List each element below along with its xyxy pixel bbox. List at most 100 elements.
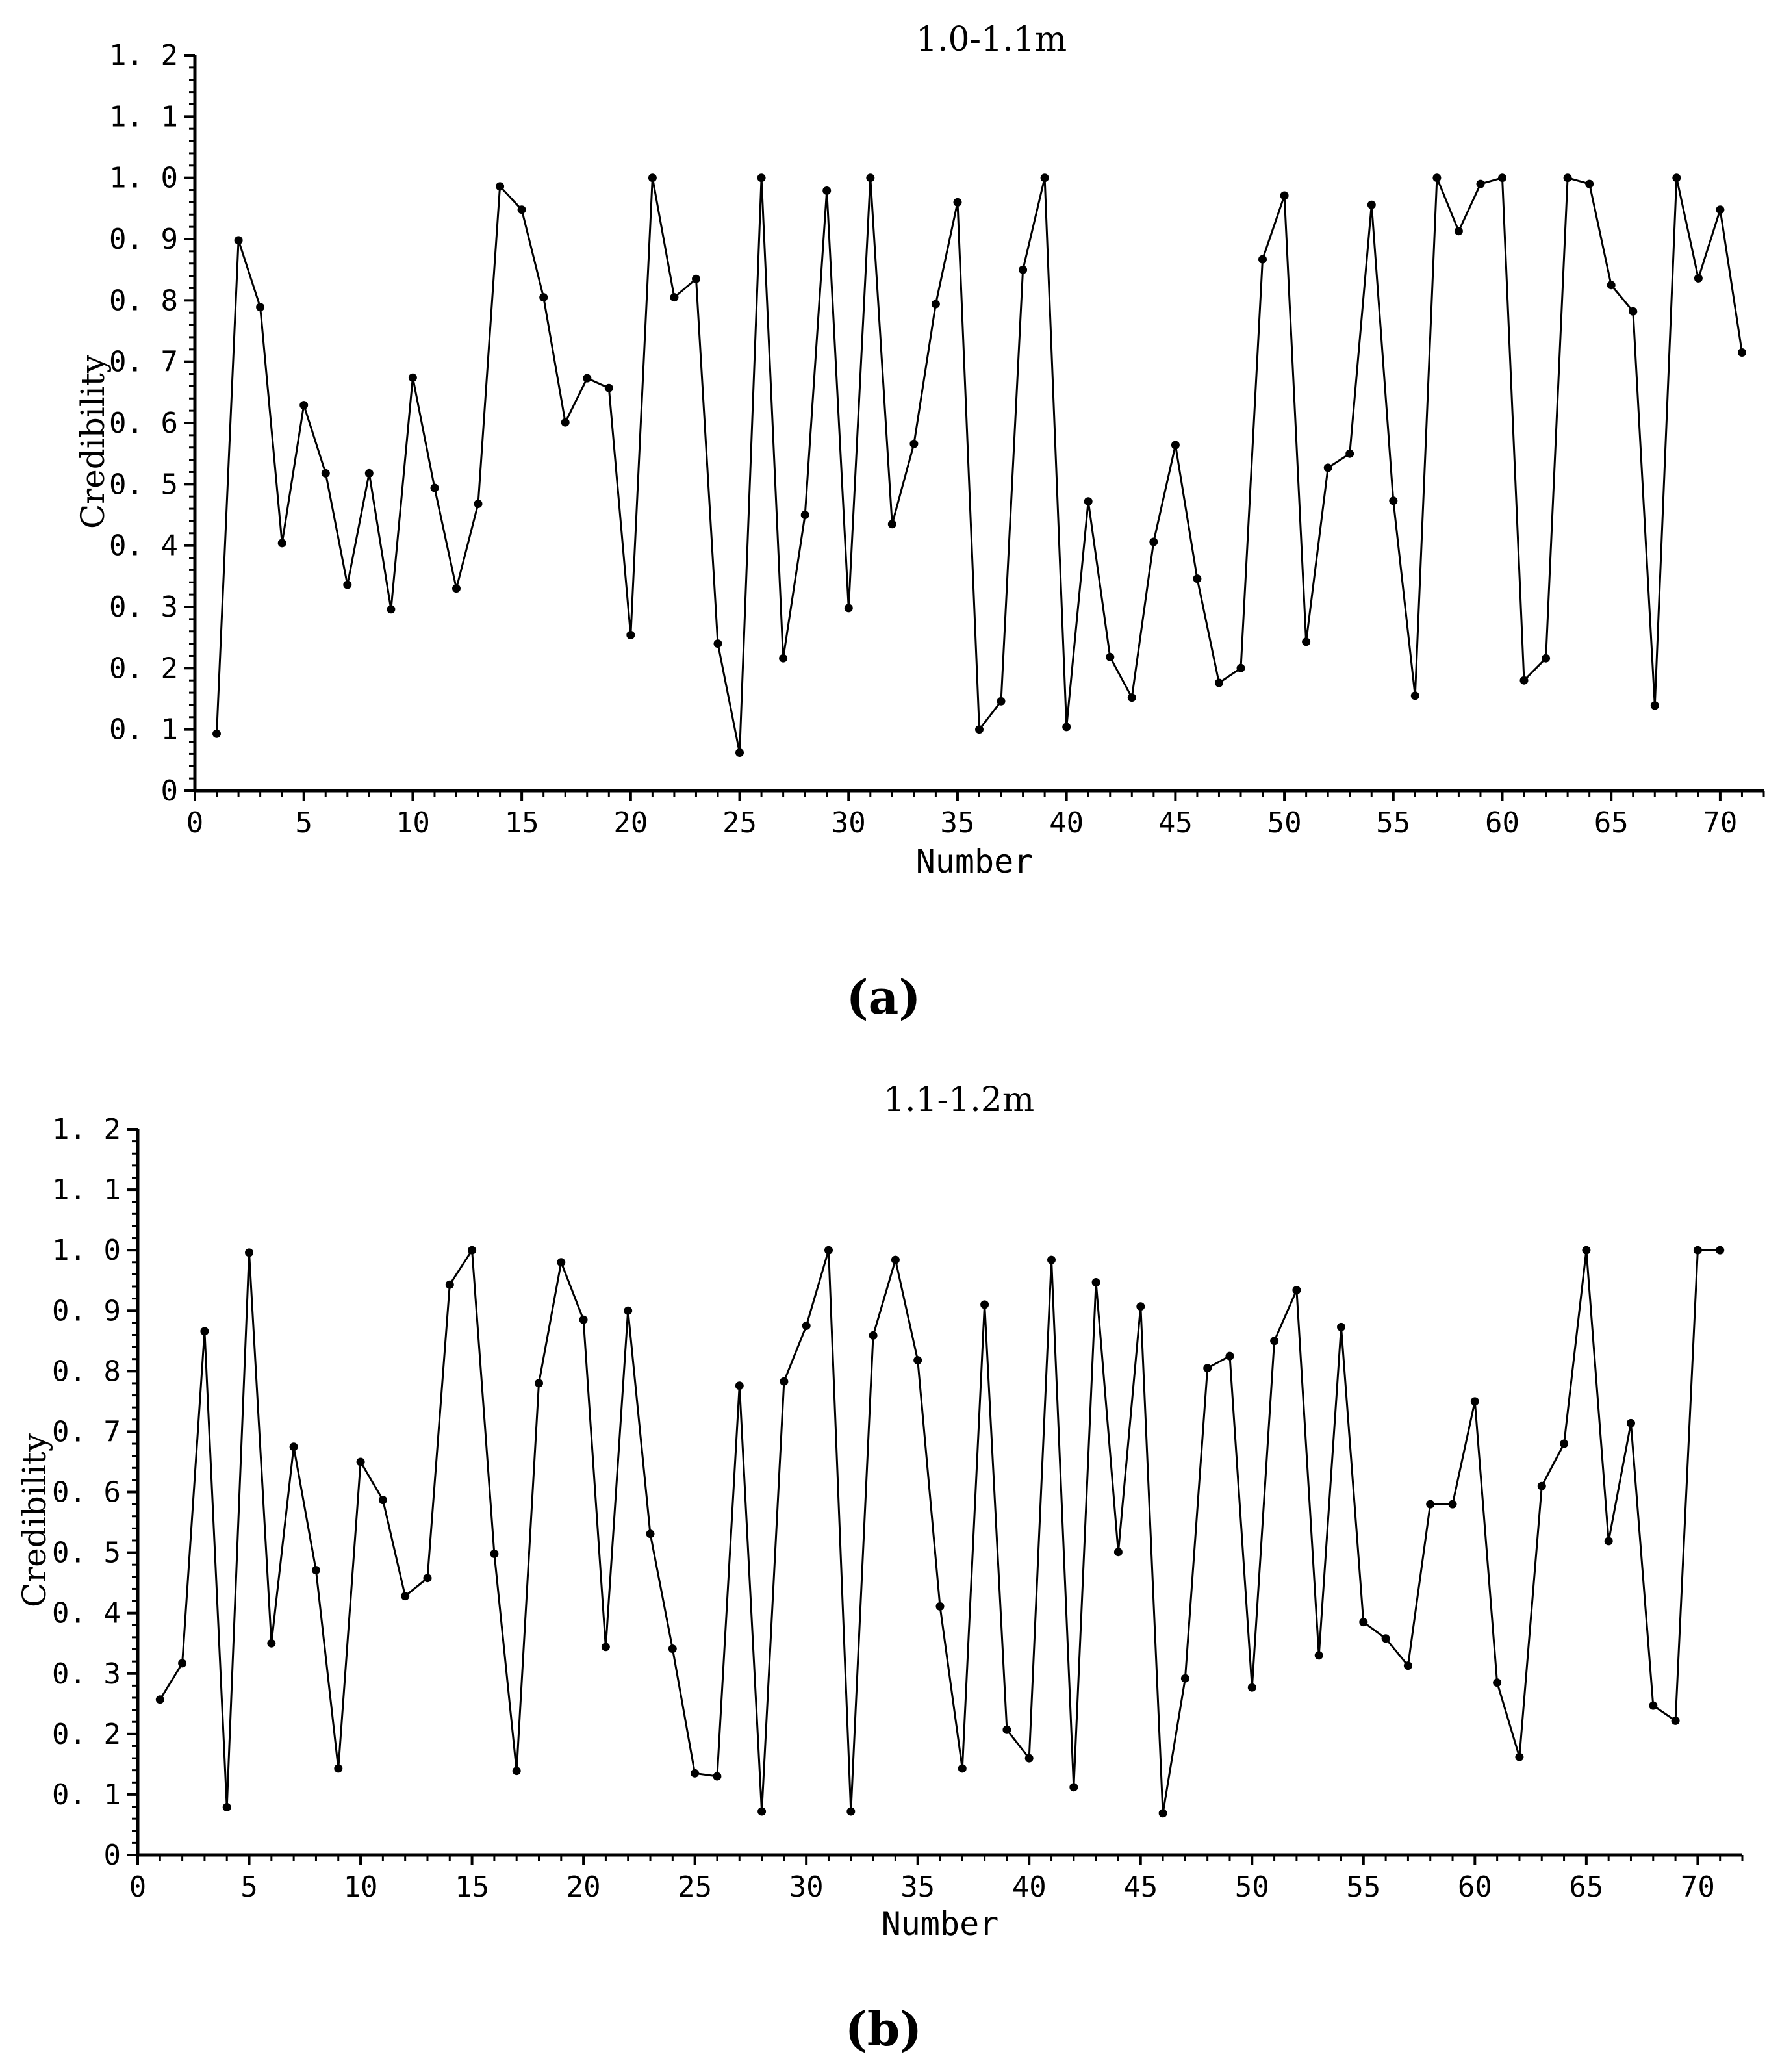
data-point [648,173,657,183]
y-tick-label: 0. 4 [52,1597,121,1630]
data-point [1560,1439,1569,1448]
data-point [517,205,526,214]
data-point [200,1327,209,1336]
y-tick-label: 0. 8 [52,1355,121,1388]
data-point [1127,693,1136,702]
data-point [913,1356,922,1365]
data-point [1410,691,1419,700]
x-tick-label: 40 [1049,806,1084,839]
data-point [887,520,896,529]
data-point [1258,255,1267,264]
data-point [909,439,919,448]
x-tick-label: 15 [505,806,539,839]
data-point [155,1695,164,1704]
data-point [1337,1322,1345,1331]
data-point [1693,1246,1702,1255]
x-tick-label: 70 [1703,806,1737,839]
data-point [1454,227,1463,236]
data-point [780,1377,789,1386]
data-point [496,182,505,191]
x-tick-label: 5 [295,806,312,839]
data-point [222,1803,231,1811]
data-point [452,584,461,593]
data-point [1280,191,1289,200]
data-point [212,729,221,738]
y-tick-label: 0. 1 [52,1778,121,1811]
data-point [1203,1364,1212,1373]
data-point [713,1772,722,1781]
y-axis-label: Credibility [74,354,112,529]
data-point [735,1381,744,1390]
data-point [846,1807,856,1816]
x-tick-label: 45 [1123,1871,1158,1904]
series-path [216,177,1743,754]
data-point [468,1246,477,1255]
data-point [267,1639,276,1648]
y-tick-label: 1. 2 [52,1113,121,1146]
data-point [234,236,243,245]
data-point [1367,200,1376,209]
data-point [1519,676,1529,685]
data-point [445,1280,454,1289]
data-point [1716,1246,1725,1255]
data-point [1448,1500,1457,1509]
y-tick-label: 0. 5 [52,1537,121,1570]
data-point [1738,348,1746,357]
data-point [1426,1500,1435,1509]
data-point [321,468,330,478]
data-point [1563,173,1572,183]
data-point [490,1549,499,1558]
data-point [1019,265,1028,274]
data-point [1302,637,1311,646]
chart-b: 1.1-1.2m 0 0. 1 0. 2 0. 3 0. 4 0. 5 0. 6 0. 7 0.… [16,1081,1744,2056]
y-tick-label: 0. 4 [109,530,178,563]
data-point [1225,1351,1234,1361]
x-tick-label: 65 [1594,806,1629,839]
y-tick-label: 0. 1 [109,713,178,747]
data-point [364,468,374,478]
x-tick-label: 25 [678,1871,712,1904]
series-line [212,173,1746,757]
data-point [757,173,766,183]
data-point [561,418,570,427]
y-tick-label: 0. 3 [52,1657,121,1691]
data-point [423,1574,432,1583]
data-point [1047,1255,1056,1264]
data-point [1323,463,1332,472]
data-point [1470,1397,1479,1406]
x-axis-label: Number [916,843,1034,880]
x-tick-label: 35 [940,806,974,839]
data-point [1476,179,1485,188]
data-point [1627,1418,1635,1427]
x-tick-label: 10 [396,806,430,839]
data-point [1629,307,1638,316]
tick-labels: 0 0. 1 0. 2 0. 3 0. 4 0. 5 0. 6 0. 7 0. 8 0. 9 1. … [109,39,1737,839]
y-tick-label: 0. 2 [52,1718,121,1751]
data-point [277,539,286,548]
data-point [935,1602,945,1611]
data-point [1236,663,1245,672]
x-tick-label: 15 [455,1871,489,1904]
x-tick-label: 65 [1569,1871,1603,1904]
data-point [1345,449,1354,458]
data-point [779,654,788,663]
data-point [1515,1752,1524,1761]
data-point [931,300,940,309]
y-axis-label: Credibility [16,1433,53,1607]
data-point [668,1644,677,1654]
data-point [1193,574,1202,583]
data-point [1537,1481,1546,1490]
data-point [1149,537,1158,546]
x-axis-label: Number [882,1905,999,1943]
y-tick-label: 1. 0 [52,1234,121,1267]
data-point [1671,1716,1680,1725]
data-point [1585,179,1594,188]
y-tick-label: 0. 9 [109,223,178,256]
data-point [866,173,875,183]
data-point [1650,701,1659,710]
data-point [378,1496,387,1505]
data-point [1069,1783,1078,1792]
x-tick-label: 20 [566,1871,601,1904]
data-point [535,1379,543,1388]
y-tick-label: 0. 2 [109,652,178,685]
